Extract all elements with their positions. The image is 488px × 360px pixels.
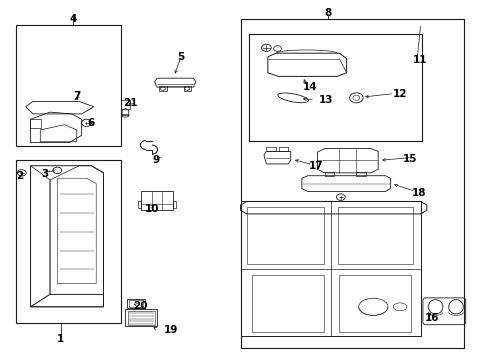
Bar bbox=[141, 191, 172, 210]
Bar bbox=[128, 300, 143, 307]
Bar bbox=[125, 309, 157, 327]
Text: 4: 4 bbox=[69, 14, 77, 24]
Text: 14: 14 bbox=[302, 82, 317, 92]
Text: 15: 15 bbox=[402, 154, 416, 163]
Bar bbox=[278, 147, 287, 152]
Text: 11: 11 bbox=[412, 55, 427, 65]
Bar bbox=[240, 19, 463, 348]
Text: 12: 12 bbox=[392, 89, 407, 99]
Bar bbox=[137, 201, 141, 208]
Bar bbox=[324, 172, 334, 176]
Bar bbox=[121, 100, 129, 109]
Bar bbox=[246, 207, 323, 264]
Text: 6: 6 bbox=[87, 118, 95, 128]
Bar bbox=[251, 275, 323, 332]
Text: 13: 13 bbox=[318, 95, 333, 105]
Text: 8: 8 bbox=[324, 8, 331, 18]
Bar bbox=[266, 147, 276, 152]
Bar bbox=[126, 298, 145, 308]
Text: 17: 17 bbox=[308, 161, 323, 171]
Bar bbox=[16, 160, 120, 323]
Text: 20: 20 bbox=[132, 301, 147, 311]
Text: 2: 2 bbox=[16, 171, 23, 181]
Bar bbox=[127, 311, 154, 325]
Text: 19: 19 bbox=[163, 325, 178, 335]
Bar bbox=[172, 201, 176, 208]
Text: 9: 9 bbox=[152, 156, 159, 165]
Text: 10: 10 bbox=[144, 203, 159, 213]
Bar bbox=[337, 207, 412, 264]
Bar bbox=[339, 275, 410, 332]
Text: 3: 3 bbox=[41, 168, 49, 179]
Text: 1: 1 bbox=[57, 334, 64, 344]
Text: 7: 7 bbox=[73, 91, 81, 101]
Text: 18: 18 bbox=[410, 188, 425, 198]
Bar bbox=[249, 33, 421, 141]
Bar bbox=[16, 24, 120, 146]
Bar bbox=[356, 172, 366, 176]
Text: 21: 21 bbox=[123, 98, 137, 108]
Text: 5: 5 bbox=[176, 52, 183, 62]
Text: 16: 16 bbox=[424, 312, 438, 323]
